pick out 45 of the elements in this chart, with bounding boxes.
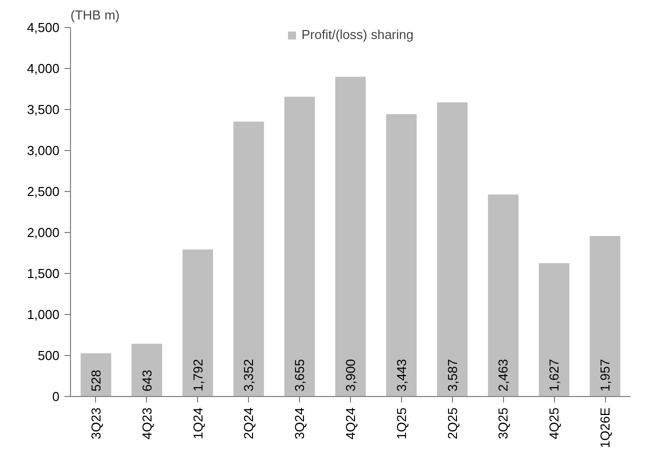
- data-label: 643: [139, 370, 154, 392]
- data-label: 1,627: [546, 358, 562, 392]
- legend-label: Profit/(loss) sharing: [302, 27, 414, 42]
- y-tick-label: 4,500: [26, 20, 60, 35]
- data-label: 3,900: [343, 358, 358, 392]
- bar: [233, 122, 264, 396]
- y-tick-label: 3,500: [26, 102, 60, 117]
- bar: [538, 263, 570, 396]
- bar: [488, 194, 518, 396]
- bar: [182, 250, 214, 396]
- data-label: 528: [88, 370, 104, 392]
- x-tick-label: 4Q23: [139, 407, 154, 440]
- x-tick-label: 1Q26E: [598, 407, 613, 448]
- data-label: 3,587: [444, 358, 460, 392]
- bar: [437, 102, 468, 396]
- bar: [80, 353, 112, 396]
- y-tick-label: 2,000: [26, 225, 60, 240]
- data-label: 1,792: [190, 358, 206, 392]
- data-label: 3,352: [241, 358, 256, 392]
- x-tick-label: 4Q25: [546, 407, 562, 440]
- y-tick-label: 4,000: [26, 61, 60, 76]
- x-tick-label: 3Q23: [88, 407, 104, 440]
- bar: [284, 96, 315, 396]
- y-tick-label: 3,000: [26, 143, 60, 158]
- y-tick-label: 2,500: [26, 184, 60, 199]
- data-label: 3,443: [394, 358, 409, 392]
- y-tick-label: 1,000: [26, 307, 60, 322]
- data-label: 2,463: [496, 358, 511, 392]
- y-tick-label: 500: [38, 348, 60, 363]
- bar: [335, 76, 366, 396]
- y-tick-label: 1,500: [26, 266, 60, 281]
- y-tick-label: 0: [52, 389, 60, 404]
- x-tick-label: 3Q25: [496, 407, 511, 440]
- data-label: 3,655: [292, 358, 308, 392]
- x-tick-label: 1Q25: [394, 407, 409, 440]
- x-tick-label: 2Q24: [241, 407, 256, 440]
- bar: [132, 344, 162, 396]
- bar: [386, 114, 417, 396]
- x-tick-label: 3Q24: [292, 407, 308, 440]
- x-tick-label: 1Q24: [190, 407, 206, 440]
- data-label: 1,957: [598, 358, 613, 392]
- x-tick-label: 4Q24: [343, 407, 358, 440]
- y-axis-title: (THB m): [70, 8, 120, 22]
- x-tick-label: 2Q25: [444, 407, 460, 440]
- bar: [590, 236, 620, 396]
